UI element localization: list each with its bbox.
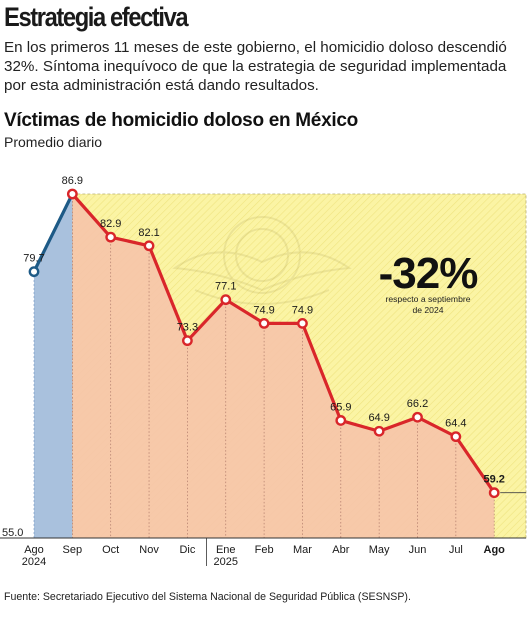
data-point <box>373 425 385 437</box>
series-line-baseline <box>32 192 74 274</box>
data-label: 74.9 <box>253 304 274 316</box>
deck-text: En los primeros 11 meses de este gobiern… <box>4 39 507 94</box>
data-point <box>450 431 462 443</box>
data-point <box>297 318 308 329</box>
annotation-note-line2: de 2024 <box>412 305 443 315</box>
series-line-decline <box>70 192 496 495</box>
data-label: 79.7 <box>23 253 44 265</box>
data-label: 59.2 <box>483 474 504 486</box>
data-label: 77.1 <box>215 281 236 293</box>
x-tick-label: Jun <box>409 544 427 556</box>
x-tick-label: Dic <box>179 544 195 556</box>
data-label: 64.9 <box>368 412 389 424</box>
data-label: 65.9 <box>330 401 351 413</box>
x-tick-label: May <box>369 544 390 556</box>
x-tick-label: Ene 2025 <box>214 544 238 568</box>
x-tick-label: Feb <box>255 544 274 556</box>
data-point <box>143 240 155 252</box>
y-min-label: 55.0 <box>2 527 23 539</box>
homicide-line-chart: 55.0 79.7 86.9 82.9 82.1 73.3 77.1 74.9 74.9 65.9… <box>0 175 527 568</box>
data-label: 66.2 <box>407 398 428 410</box>
annotation-note-line1: respecto a septiembre <box>385 294 470 304</box>
data-label: 86.9 <box>62 175 83 187</box>
data-point <box>488 487 500 499</box>
data-label: 82.9 <box>100 218 121 230</box>
data-point <box>335 415 347 426</box>
data-point <box>105 231 117 243</box>
chart-title: Víctimas de homicidio doloso en México <box>4 110 358 131</box>
decline-area <box>72 194 495 538</box>
annotation-percent: -32% <box>379 249 478 298</box>
source-note: Fuente: Secretariado Ejecutivo del Siste… <box>4 591 411 603</box>
data-point <box>181 335 193 347</box>
data-label: 74.9 <box>292 304 313 316</box>
data-label: 73.3 <box>177 322 198 334</box>
data-point <box>258 318 270 329</box>
data-point <box>28 266 40 278</box>
x-tick-label: Ago <box>484 544 506 556</box>
emblem-watermark <box>172 216 352 305</box>
headline: Estrategia efectiva <box>4 2 189 32</box>
data-point <box>66 188 78 200</box>
x-tick-label: Mar <box>293 544 312 556</box>
x-tick-label: Abr <box>332 544 349 556</box>
x-tick-label: Oct <box>102 544 119 556</box>
x-tick-label: Nov <box>139 544 159 556</box>
data-label: 64.4 <box>445 418 466 430</box>
x-tick-label: Jul <box>449 544 463 556</box>
x-tick-label: Sep <box>63 544 83 556</box>
data-point <box>412 411 423 423</box>
data-label: 82.1 <box>138 227 159 239</box>
baseline-area <box>33 193 73 539</box>
data-point <box>220 294 232 306</box>
x-tick-label: Ago 2024 <box>22 544 46 568</box>
chart-subtitle: Promedio diario <box>4 134 103 150</box>
